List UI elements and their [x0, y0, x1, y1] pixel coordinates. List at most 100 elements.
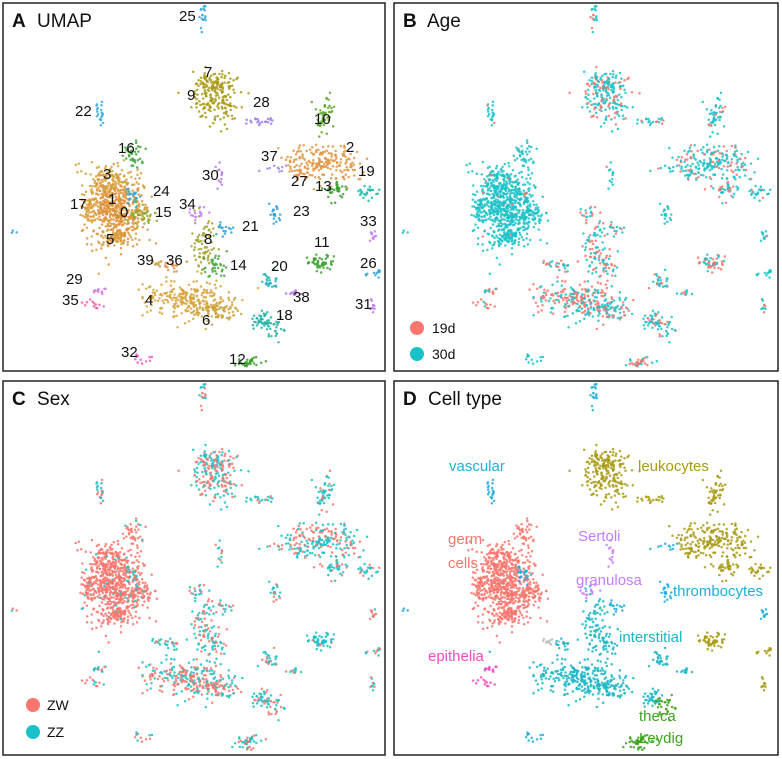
umap-point [655, 274, 659, 277]
umap-point [203, 303, 206, 306]
umap-point [213, 100, 216, 103]
umap-point [678, 164, 681, 167]
umap-point [585, 218, 588, 222]
umap-point [97, 272, 101, 276]
umap-point [280, 156, 283, 159]
umap-point [136, 173, 139, 177]
umap-point [528, 150, 531, 153]
umap-point [115, 232, 118, 235]
umap-point [165, 291, 169, 295]
umap-point [762, 310, 766, 314]
umap-point [576, 302, 579, 306]
umap-point [588, 255, 592, 259]
umap-point [197, 84, 200, 88]
umap-point [561, 279, 564, 283]
umap-point [768, 188, 772, 192]
umap-point [519, 233, 522, 237]
umap-point [199, 26, 203, 30]
umap-point [485, 211, 488, 215]
umap-point [599, 86, 602, 90]
umap-point [486, 166, 490, 170]
umap-point [517, 243, 520, 247]
umap-point [517, 218, 520, 222]
umap-point [116, 223, 120, 226]
umap-point [590, 26, 594, 30]
umap-point [604, 308, 608, 311]
umap-point [727, 189, 730, 193]
umap-point [134, 237, 137, 240]
umap-point [190, 288, 193, 291]
umap-point [123, 180, 127, 183]
umap-point [327, 152, 331, 155]
umap-point [705, 143, 709, 147]
umap-point [99, 108, 103, 112]
umap-point [214, 97, 217, 100]
umap-point [126, 587, 129, 590]
cluster-label: 7 [204, 64, 212, 81]
umap-point [129, 236, 133, 239]
umap-point [125, 188, 128, 191]
umap-point [610, 88, 613, 92]
umap-point [257, 123, 261, 127]
umap-point [532, 160, 535, 163]
umap-point [581, 213, 584, 217]
umap-point [527, 168, 530, 172]
umap-point [593, 205, 597, 209]
umap-point [692, 155, 695, 158]
umap-point [490, 118, 494, 121]
umap-point [130, 561, 134, 564]
umap-point [475, 172, 479, 175]
umap-point [279, 327, 283, 331]
umap-point [603, 227, 606, 230]
umap-point [143, 222, 146, 225]
umap-point [500, 228, 503, 232]
umap-point [500, 174, 504, 177]
umap-point [121, 583, 124, 587]
umap-point [214, 85, 217, 89]
umap-point [289, 165, 292, 168]
cluster-label: 16 [118, 140, 135, 157]
umap-point [96, 583, 100, 586]
umap-point [526, 181, 529, 184]
umap-point [195, 294, 199, 298]
umap-point [122, 590, 126, 594]
umap-point [581, 300, 585, 304]
umap-point [546, 289, 549, 293]
umap-point [126, 211, 129, 214]
umap-point [290, 169, 294, 173]
umap-point [192, 317, 195, 320]
umap-point [195, 307, 199, 310]
umap-point [499, 221, 503, 225]
umap-point [564, 280, 567, 283]
umap-point [123, 185, 126, 188]
umap-point [503, 187, 507, 191]
umap-point [605, 312, 609, 316]
umap-point [499, 215, 503, 219]
umap-point [181, 301, 185, 305]
umap-point [696, 256, 700, 259]
umap-point [568, 91, 571, 95]
umap-point [710, 109, 713, 112]
umap-point [475, 213, 479, 216]
umap-point [321, 264, 324, 267]
umap-point [198, 205, 202, 209]
umap-point [223, 274, 226, 278]
umap-point [15, 231, 18, 234]
umap-point [131, 567, 134, 570]
umap-point [141, 313, 144, 317]
umap-point [591, 294, 595, 297]
umap-point [769, 269, 773, 272]
umap-point [488, 240, 491, 243]
umap-point [479, 198, 482, 201]
umap-point [477, 218, 480, 221]
cluster-label: 4 [145, 292, 153, 309]
umap-point [108, 571, 111, 574]
umap-point [119, 180, 123, 183]
umap-point [345, 165, 348, 169]
umap-point [221, 96, 225, 99]
umap-point [197, 247, 201, 251]
umap-point [662, 210, 665, 213]
umap-point [489, 303, 492, 306]
umap-point [505, 173, 508, 176]
umap-point [493, 210, 497, 214]
